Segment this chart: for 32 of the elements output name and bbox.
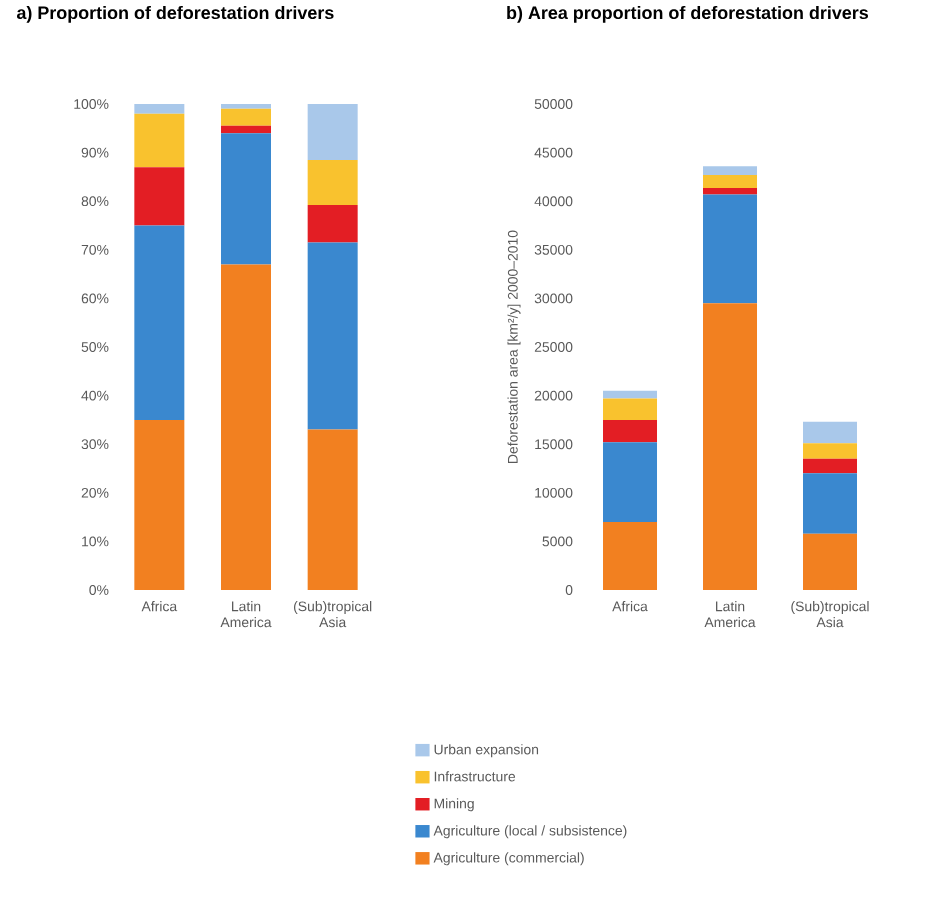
bar (603, 398, 658, 420)
bar (307, 103, 358, 160)
bar (803, 421, 857, 444)
bar (803, 443, 857, 459)
bar (134, 103, 185, 114)
bar (221, 133, 271, 265)
bar (603, 521, 658, 590)
bar (307, 429, 358, 590)
bar (603, 390, 658, 399)
bar (221, 108, 271, 126)
bar (703, 194, 758, 304)
bar (803, 473, 857, 534)
bar (703, 174, 758, 189)
bar (307, 242, 358, 430)
bar (221, 103, 271, 109)
chart-title: b) Area proportion of deforestation drivers (507, 5, 868, 23)
bar (134, 225, 185, 420)
bar (221, 125, 271, 134)
bar (703, 188, 758, 195)
bar (134, 419, 185, 590)
bar (703, 166, 758, 175)
bar (307, 205, 358, 243)
bar (703, 303, 758, 590)
bar (307, 159, 358, 206)
bar (221, 264, 271, 590)
bar (603, 442, 658, 522)
bar (134, 113, 185, 168)
bar (803, 533, 857, 590)
chart-title: a) Proportion of deforestation drivers (16, 5, 334, 23)
bar (803, 458, 857, 474)
bar (134, 167, 185, 226)
bar (603, 419, 658, 443)
